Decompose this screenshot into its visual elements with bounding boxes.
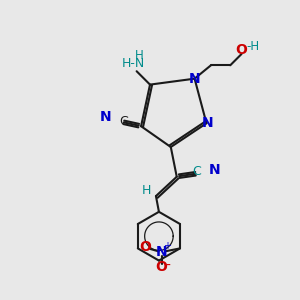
Text: N: N — [156, 245, 167, 259]
Text: N: N — [100, 110, 111, 124]
Text: O: O — [236, 44, 247, 57]
Text: C: C — [193, 165, 201, 178]
Text: N: N — [202, 116, 214, 130]
Text: -: - — [166, 259, 171, 273]
Text: N: N — [209, 163, 220, 177]
Text: N: N — [189, 72, 200, 86]
Text: H: H — [135, 49, 143, 62]
Text: C: C — [119, 115, 128, 128]
Text: H: H — [142, 184, 151, 197]
Text: -H: -H — [246, 40, 260, 53]
Text: O: O — [140, 240, 152, 254]
Text: O: O — [156, 260, 167, 274]
Text: H-N: H-N — [122, 57, 145, 70]
Text: +: + — [163, 241, 171, 251]
